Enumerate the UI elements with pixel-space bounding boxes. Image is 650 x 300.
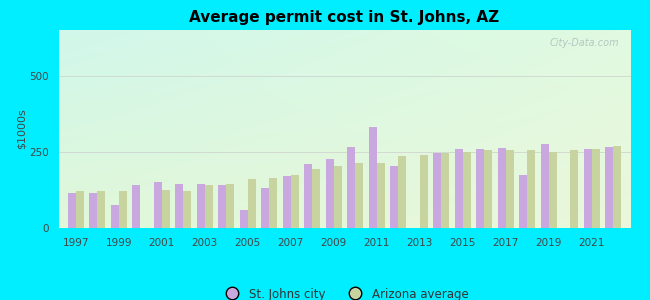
Bar bbox=[218, 185, 226, 228]
Bar bbox=[261, 188, 269, 228]
Bar bbox=[570, 150, 578, 228]
Bar bbox=[68, 193, 75, 228]
Bar bbox=[377, 163, 385, 228]
Bar bbox=[153, 182, 162, 228]
Text: City-Data.com: City-Data.com bbox=[549, 38, 619, 48]
Bar bbox=[420, 155, 428, 228]
Bar bbox=[356, 163, 363, 228]
Bar bbox=[433, 153, 441, 228]
Legend: St. Johns city, Arizona average: St. Johns city, Arizona average bbox=[216, 283, 473, 300]
Bar bbox=[205, 185, 213, 228]
Bar bbox=[326, 160, 333, 228]
Bar bbox=[162, 190, 170, 228]
Bar bbox=[347, 147, 356, 228]
Bar bbox=[390, 166, 398, 228]
Bar bbox=[527, 150, 536, 228]
Bar bbox=[312, 169, 320, 228]
Bar bbox=[441, 153, 449, 228]
Bar bbox=[592, 149, 600, 228]
Y-axis label: $1000s: $1000s bbox=[16, 109, 26, 149]
Bar bbox=[98, 191, 105, 228]
Bar bbox=[614, 146, 621, 228]
Bar bbox=[519, 175, 527, 228]
Bar bbox=[89, 193, 98, 228]
Bar bbox=[484, 150, 493, 228]
Bar bbox=[75, 191, 84, 228]
Bar bbox=[369, 128, 377, 228]
Bar bbox=[584, 149, 592, 228]
Bar bbox=[476, 149, 484, 228]
Bar bbox=[183, 191, 191, 228]
Bar bbox=[111, 205, 119, 228]
Bar bbox=[506, 150, 514, 228]
Bar bbox=[175, 184, 183, 228]
Bar bbox=[463, 152, 471, 228]
Bar bbox=[269, 178, 278, 228]
Bar bbox=[549, 152, 557, 228]
Bar bbox=[398, 156, 406, 228]
Bar bbox=[119, 191, 127, 228]
Bar bbox=[226, 184, 235, 228]
Bar bbox=[283, 176, 291, 228]
Bar bbox=[454, 149, 463, 228]
Bar bbox=[333, 166, 342, 228]
Bar bbox=[196, 184, 205, 228]
Bar bbox=[605, 147, 614, 228]
Bar bbox=[541, 144, 549, 228]
Bar bbox=[304, 164, 312, 228]
Bar bbox=[240, 210, 248, 228]
Bar bbox=[498, 148, 506, 228]
Bar bbox=[248, 179, 256, 228]
Bar bbox=[132, 185, 140, 228]
Bar bbox=[291, 175, 299, 228]
Title: Average permit cost in St. Johns, AZ: Average permit cost in St. Johns, AZ bbox=[189, 10, 500, 25]
